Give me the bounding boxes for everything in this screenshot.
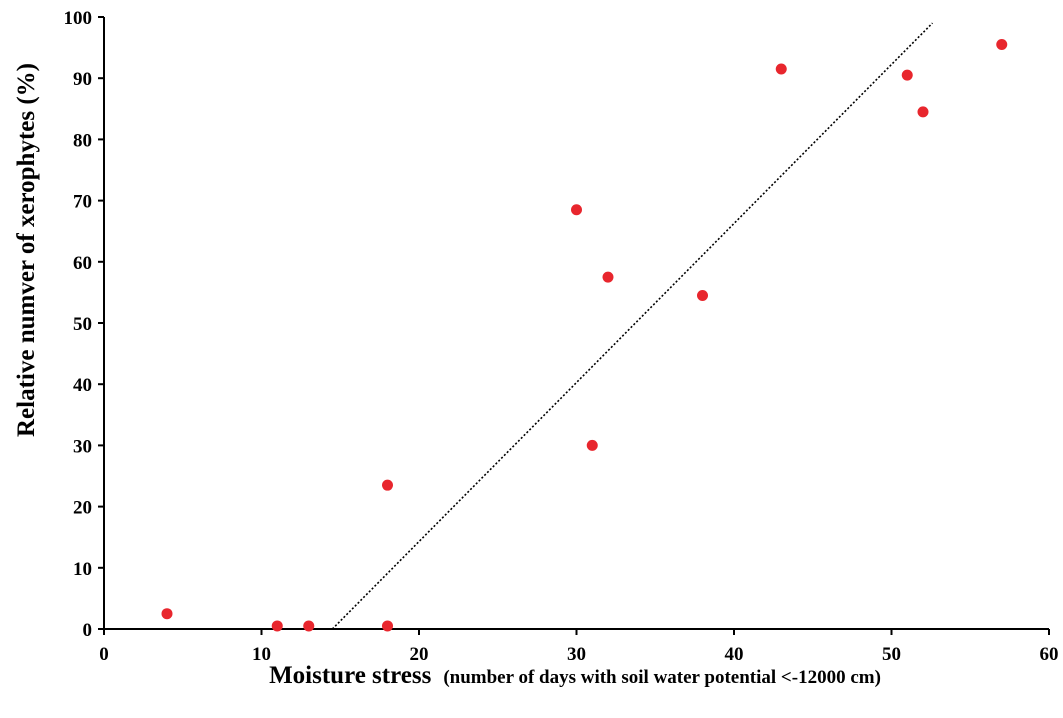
x-tick-label: 60: [1040, 644, 1059, 665]
x-axis-label-note: (number of days with soil water potentia…: [443, 667, 881, 688]
data-point: [303, 620, 315, 632]
y-tick-label: 50: [73, 314, 92, 335]
y-tick-label: 80: [73, 130, 92, 151]
x-tick-label: 50: [882, 644, 901, 665]
data-point: [901, 69, 913, 81]
y-tick-label: 10: [73, 559, 92, 580]
data-point: [775, 63, 787, 75]
data-point: [161, 608, 173, 620]
x-axis-label-main: Moisture stress: [269, 662, 432, 689]
x-ticks: 0 10 20 30 40 50 60: [99, 629, 1059, 665]
x-tick-label: 20: [410, 644, 429, 665]
data-point: [382, 620, 393, 632]
y-tick-label: 90: [73, 69, 92, 90]
data-point: [697, 289, 708, 301]
data-point: [602, 271, 614, 283]
data-point: [586, 439, 598, 451]
x-axis-label: Moisture stress (number of days with soi…: [269, 662, 881, 689]
y-tick-label: 30: [73, 436, 92, 457]
y-axis-label: Relative numver of xerophytes (%): [13, 63, 40, 437]
axes: [103, 17, 1049, 630]
data-point: [996, 39, 1008, 51]
y-tick-label: 0: [83, 620, 93, 641]
data-point: [917, 106, 929, 118]
trendline: [331, 22, 934, 630]
y-tick-label: 40: [73, 375, 92, 396]
x-tick-label: 30: [567, 644, 586, 665]
data-point: [271, 620, 283, 632]
data-point: [571, 204, 582, 216]
y-tick-label: 70: [73, 192, 92, 213]
trendline-group: [331, 22, 934, 630]
y-tick-label: 60: [73, 253, 92, 274]
y-ticks: 0 10 20 30 40 50 60 70 80 90 100: [64, 8, 104, 641]
y-tick-label: 20: [73, 498, 92, 519]
y-tick-label: 100: [64, 8, 93, 29]
x-tick-label: 40: [725, 644, 744, 665]
data-point: [382, 479, 393, 491]
x-tick-label: 0: [99, 644, 109, 665]
x-tick-label: 10: [252, 644, 271, 665]
data-points: [161, 39, 1008, 632]
